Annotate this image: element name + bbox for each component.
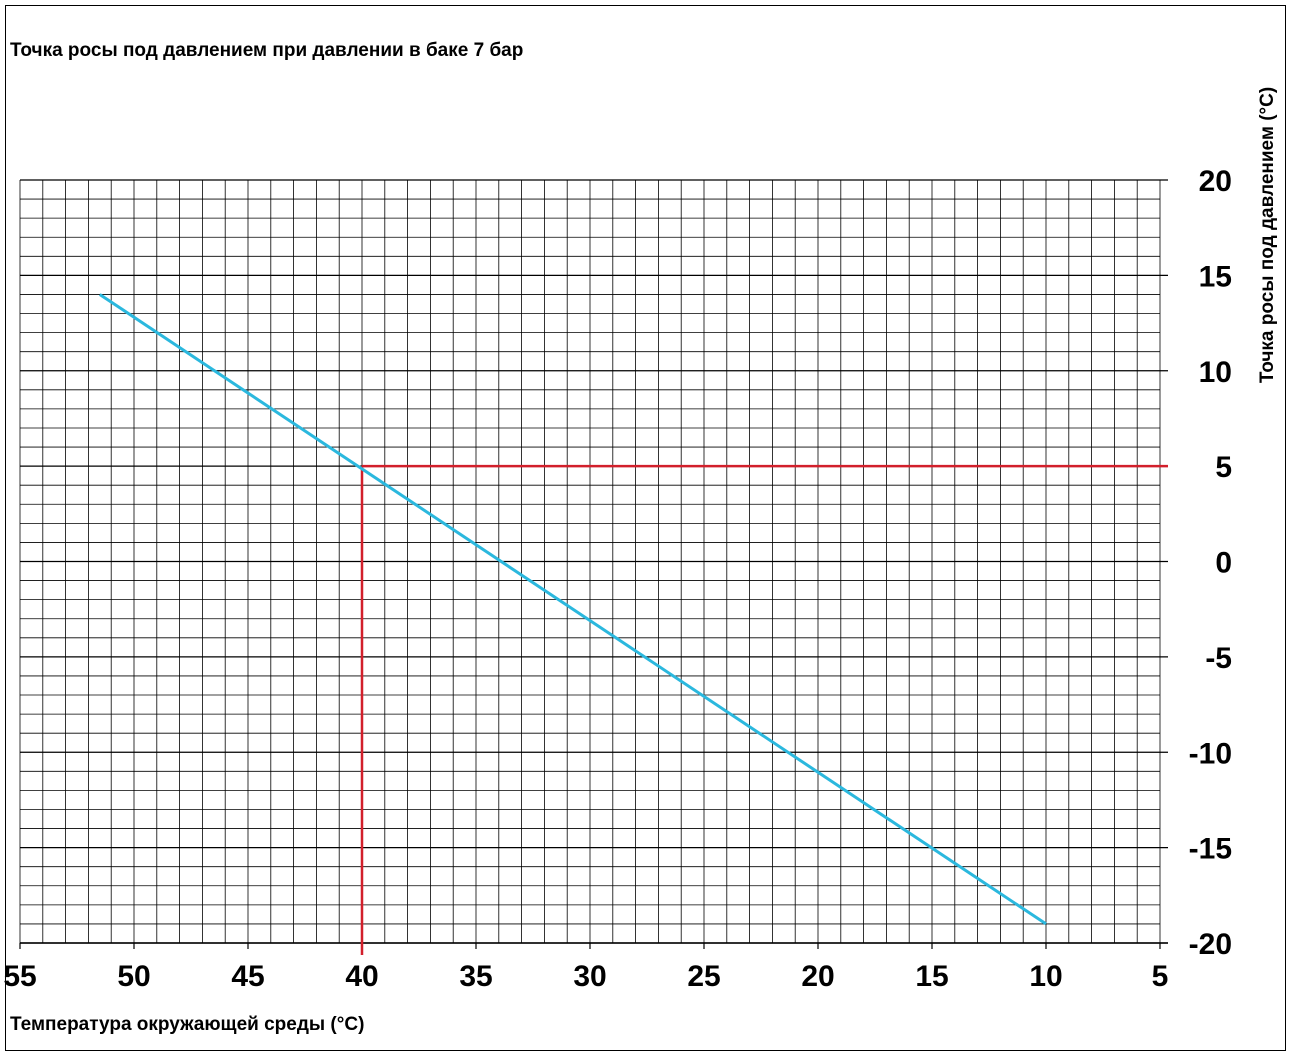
y-tick-label: 15 (1199, 260, 1232, 293)
x-tick-label: 40 (345, 960, 378, 993)
x-tick-label: 35 (459, 960, 492, 993)
x-tick-label: 5 (1152, 960, 1169, 993)
chart-title: Точка росы под давлением при давлении в … (10, 40, 524, 61)
y-tick-label: 5 (1215, 451, 1232, 484)
y-tick-label: 10 (1199, 356, 1232, 389)
y-tick-label: -5 (1205, 642, 1232, 675)
x-tick-label: 10 (1029, 960, 1062, 993)
x-tick-label: 55 (3, 960, 36, 993)
y-tick-label: -20 (1189, 928, 1232, 961)
x-tick-label: 15 (915, 960, 948, 993)
x-axis-label: Температура окружающей среды (°C) (10, 1014, 365, 1035)
chart-frame (5, 5, 1286, 1051)
y-tick-label: 0 (1215, 547, 1232, 580)
x-tick-label: 20 (801, 960, 834, 993)
chart-marks (98, 293, 1168, 955)
series-line (98, 293, 1047, 926)
chart-grid (19, 179, 1168, 949)
y-tick-label: -15 (1189, 833, 1232, 866)
x-tick-label: 50 (117, 960, 150, 993)
y-tick-label: -10 (1189, 737, 1232, 770)
x-tick-label: 25 (687, 960, 720, 993)
x-tick-label: 30 (573, 960, 606, 993)
x-tick-label: 45 (231, 960, 264, 993)
y-tick-label: 20 (1199, 165, 1232, 198)
